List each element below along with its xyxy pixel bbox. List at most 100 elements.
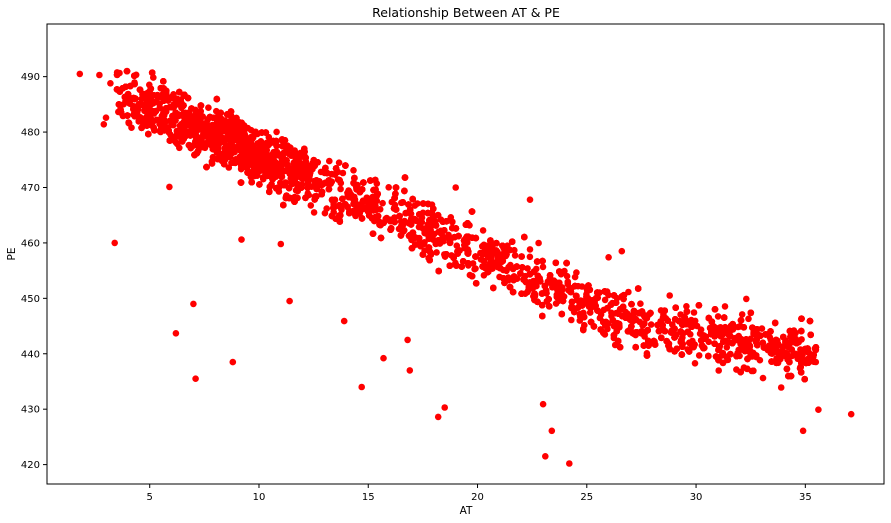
scatter-point [385,184,393,191]
scatter-point [401,187,408,195]
scatter-point [695,352,703,359]
scatter-point [157,125,165,133]
scatter-point [458,263,466,270]
scatter-point [535,239,542,247]
scatter-point [357,201,365,209]
scatter-point [396,212,403,220]
scatter-point [530,268,538,275]
scatter-point [255,164,262,172]
scatter-point [220,118,227,126]
scatter-point [162,90,170,97]
scatter-point [237,147,245,155]
scatter-point [521,233,528,241]
scatter-point [679,343,686,351]
scatter-point [121,93,129,101]
scatter-point [610,332,618,339]
scatter-point [197,102,205,109]
scatter-point [145,130,152,138]
scatter-point [773,355,780,362]
scatter-point [564,278,572,286]
scatter-point [637,300,644,308]
scatter-point [526,246,534,253]
scatter-point [746,342,754,350]
scatter-point [503,251,510,258]
scatter-point [472,280,480,287]
scatter-point [638,330,645,337]
scatter-point [609,316,617,324]
scatter-point [337,204,345,211]
scatter-point [558,310,566,318]
scatter-point [667,329,675,336]
scatter-point [119,85,126,92]
scatter-point [759,374,767,382]
scatter-point [307,202,315,209]
scatter-point [556,285,563,293]
scatter-point [309,163,317,170]
scatter-point [124,112,131,119]
scatter-point [798,315,805,323]
scatter-point [240,122,248,129]
scatter-point [225,164,233,171]
scatter-point [647,309,654,317]
scatter-point [702,333,709,341]
scatter-point [614,337,622,345]
scatter-point [810,351,817,359]
scatter-point [810,358,818,366]
scatter-point [148,69,156,76]
scatter-point [325,185,333,193]
scatter-point [733,352,740,360]
scatter-point [273,184,280,192]
scatter-point [630,307,638,315]
scatter-point [446,262,454,270]
scatter-point [608,309,615,317]
scatter-point [736,346,744,354]
scatter-point [210,131,218,139]
scatter-point [541,282,549,290]
scatter-point [374,212,382,220]
scatter-point [350,193,358,201]
scatter-point [455,232,462,240]
scatter-point [159,111,167,118]
scatter-point [279,142,286,150]
scatter-point [449,224,456,232]
scatter-point [285,166,292,173]
scatter-point [671,348,678,355]
scatter-point [600,329,607,337]
scatter-point [785,372,792,380]
scatter-point [296,150,303,158]
scatter-point [750,367,757,375]
scatter-point [449,218,456,226]
scatter-point [291,198,298,205]
scatter-point [206,113,214,121]
scatter-point [468,272,476,280]
scatter-point [741,343,749,350]
scatter-point [115,101,123,108]
scatter-point [524,265,531,272]
scatter-point [715,344,723,352]
scatter-point [146,95,153,102]
scatter-point [411,202,419,209]
scatter-point [545,303,553,310]
scatter-point [138,124,145,132]
scatter-point [313,193,320,200]
scatter-point [490,284,497,292]
scatter-point [344,192,352,199]
scatter-point [257,155,265,162]
scatter-point [188,105,195,112]
scatter-point [601,288,608,295]
scatter-point [601,296,609,304]
scatter-point [551,281,559,289]
scatter-point [145,114,153,122]
scatter-point [552,259,560,267]
scatter-point [619,303,627,311]
scatter-point [439,233,447,241]
scatter-point [203,163,210,171]
scatter-point [266,188,273,196]
scatter-point [350,167,357,174]
scatter-point [661,327,669,335]
scatter-point [658,334,665,342]
scatter-point [634,285,642,292]
scatter-point [117,109,125,116]
scatter-point [326,157,333,165]
scatter-point [577,297,585,305]
